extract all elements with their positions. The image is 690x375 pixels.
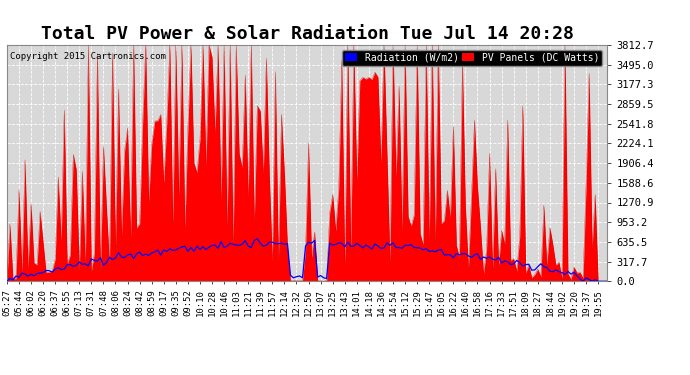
Text: Copyright 2015 Cartronics.com: Copyright 2015 Cartronics.com [10, 52, 166, 61]
Title: Total PV Power & Solar Radiation Tue Jul 14 20:28: Total PV Power & Solar Radiation Tue Jul… [41, 26, 573, 44]
Legend: Radiation (W/m2), PV Panels (DC Watts): Radiation (W/m2), PV Panels (DC Watts) [342, 50, 602, 66]
